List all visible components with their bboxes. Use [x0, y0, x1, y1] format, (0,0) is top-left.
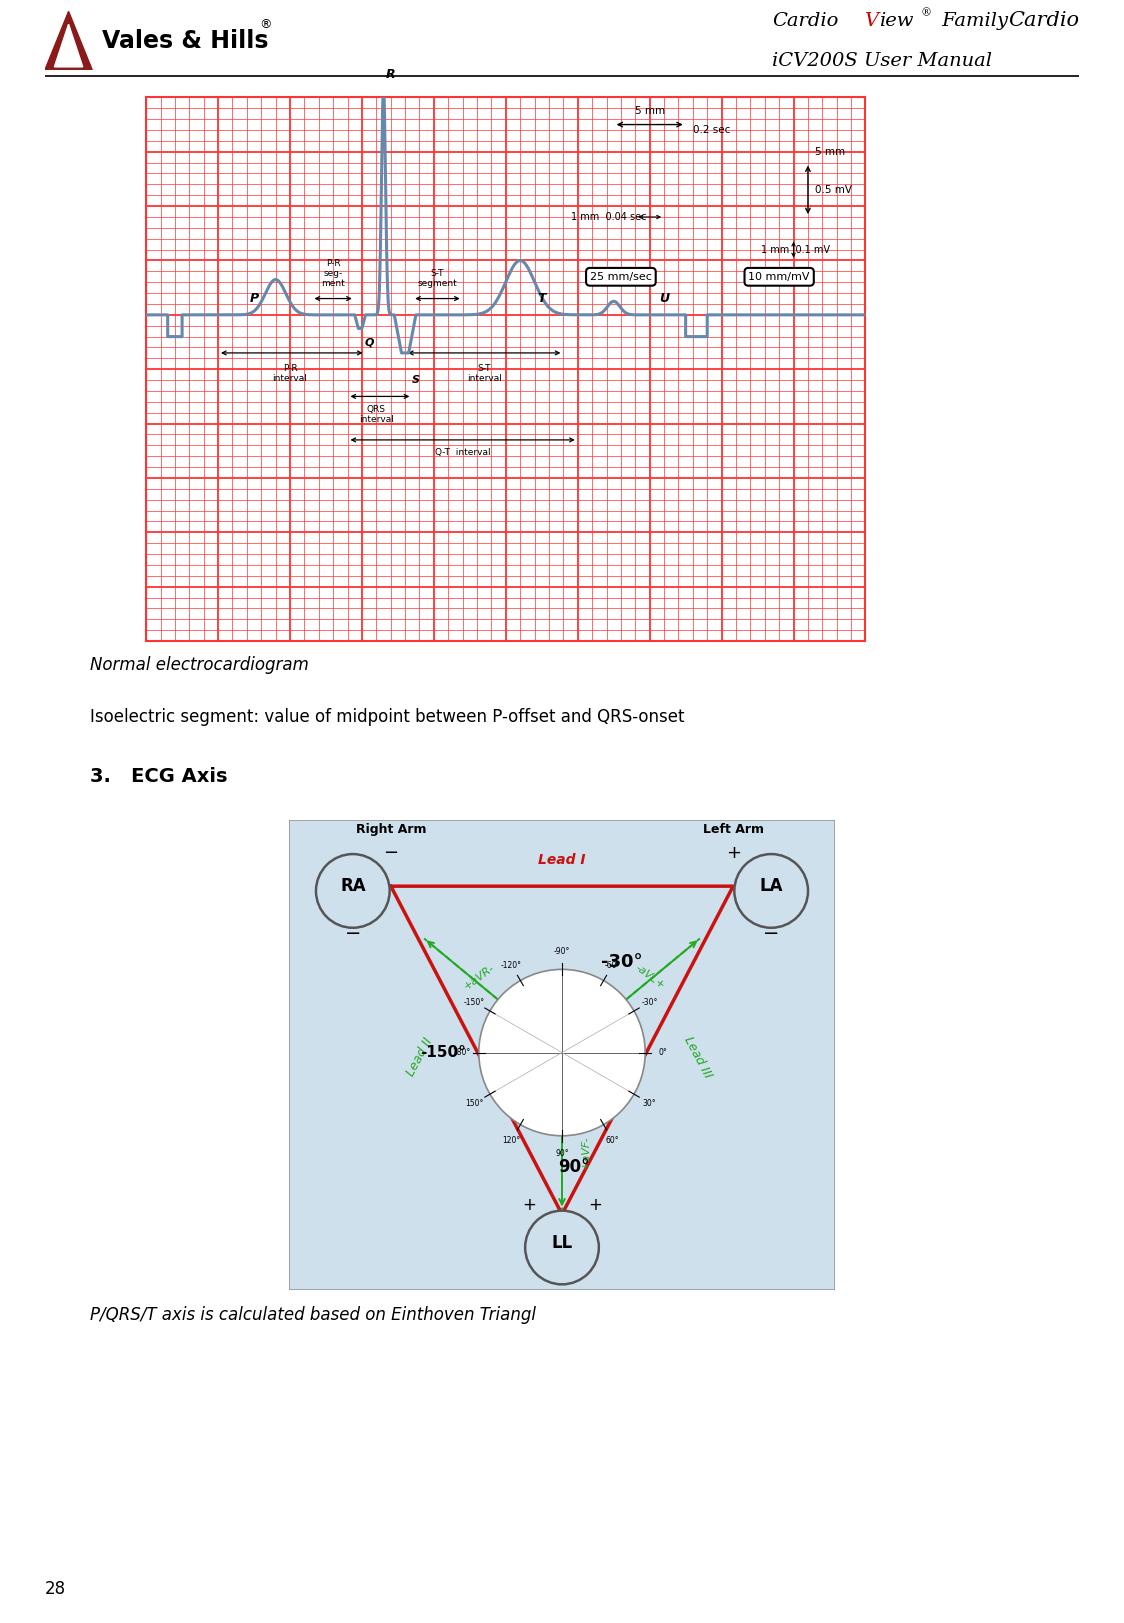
Text: LA: LA	[760, 876, 783, 896]
Text: 0°: 0°	[659, 1048, 668, 1057]
Text: Vales & Hills: Vales & Hills	[102, 29, 269, 52]
Text: Cardio: Cardio	[1008, 11, 1079, 31]
Text: 1 mm  0.1 mV: 1 mm 0.1 mV	[761, 245, 831, 255]
Text: 10 mm/mV: 10 mm/mV	[749, 271, 810, 282]
Text: Left Arm: Left Arm	[702, 823, 763, 836]
Circle shape	[525, 1211, 599, 1284]
Text: +: +	[588, 1196, 602, 1214]
Text: -30°: -30°	[600, 953, 642, 971]
Text: −: −	[383, 844, 398, 862]
Text: P-R
seg-
ment: P-R seg- ment	[321, 258, 345, 287]
Text: iCV200S User Manual: iCV200S User Manual	[772, 52, 992, 70]
Text: -60°: -60°	[605, 961, 620, 969]
Text: 3.   ECG Axis: 3. ECG Axis	[90, 768, 227, 786]
Text: -90°: -90°	[554, 948, 570, 956]
Text: QRS
interval: QRS interval	[359, 404, 393, 424]
Text: 5 mm: 5 mm	[635, 107, 664, 117]
Text: CardioView: CardioView	[957, 24, 1079, 44]
Text: P-R
interval: P-R interval	[272, 364, 308, 383]
Text: Family: Family	[935, 11, 1007, 29]
Text: Normal electrocardiogram: Normal electrocardiogram	[90, 656, 309, 675]
Text: Isoelectric segment: value of midpoint between P-offset and QRS-onset: Isoelectric segment: value of midpoint b…	[90, 708, 685, 727]
Polygon shape	[54, 24, 83, 67]
Text: -aVL+: -aVL+	[633, 962, 667, 990]
Circle shape	[734, 854, 808, 928]
Text: Q-T  interval: Q-T interval	[435, 448, 490, 458]
Text: -120°: -120°	[501, 961, 522, 969]
Text: -150°: -150°	[464, 998, 486, 1006]
Polygon shape	[45, 11, 92, 70]
Text: LL: LL	[552, 1233, 572, 1251]
Text: 5 mm: 5 mm	[815, 146, 845, 157]
Circle shape	[316, 854, 390, 928]
Text: T: T	[537, 292, 546, 305]
Text: +aVF-: +aVF-	[581, 1136, 591, 1169]
Text: ®: ®	[921, 8, 932, 18]
Text: 30°: 30°	[643, 1099, 656, 1107]
Text: S-T
interval: S-T interval	[466, 364, 501, 383]
Text: 0.5 mV: 0.5 mV	[815, 185, 852, 195]
Text: P: P	[250, 292, 259, 305]
Text: 0.2 sec: 0.2 sec	[692, 125, 731, 135]
Text: -150°: -150°	[420, 1045, 466, 1060]
Text: Q: Q	[364, 338, 374, 347]
Text: 180°: 180°	[452, 1048, 470, 1057]
FancyBboxPatch shape	[289, 820, 835, 1290]
Text: −: −	[763, 923, 779, 943]
Text: 90°: 90°	[559, 1157, 590, 1175]
Text: P/QRS/T axis is calculated based on Einthoven Triangl: P/QRS/T axis is calculated based on Eint…	[90, 1305, 536, 1324]
Text: RA: RA	[339, 876, 365, 896]
Text: 28: 28	[45, 1579, 66, 1599]
Text: +: +	[726, 844, 741, 862]
Text: 1 mm  0.04 sec: 1 mm 0.04 sec	[571, 213, 646, 222]
Text: 150°: 150°	[465, 1099, 483, 1107]
Text: +aVR-: +aVR-	[462, 962, 496, 992]
Text: V: V	[864, 11, 878, 29]
Text: Lead I: Lead I	[538, 854, 586, 867]
Text: U: U	[659, 292, 669, 305]
Text: 60°: 60°	[606, 1136, 619, 1144]
Text: 120°: 120°	[502, 1136, 520, 1144]
Text: ®: ®	[259, 18, 272, 31]
Circle shape	[479, 969, 645, 1136]
Text: Cardio: Cardio	[772, 11, 839, 29]
Text: -30°: -30°	[642, 998, 658, 1006]
Text: R: R	[386, 68, 396, 81]
Text: −: −	[345, 923, 361, 943]
Text: Lead II: Lead II	[404, 1035, 435, 1079]
Text: +: +	[522, 1196, 536, 1214]
Text: S-T
segment: S-T segment	[418, 269, 457, 287]
Text: 90°: 90°	[555, 1149, 569, 1159]
Text: Lead III: Lead III	[681, 1034, 714, 1081]
Text: Right Arm: Right Arm	[355, 823, 426, 836]
Text: 25 mm/sec: 25 mm/sec	[590, 271, 652, 282]
Text: iew: iew	[879, 11, 913, 29]
Text: S: S	[411, 375, 420, 385]
